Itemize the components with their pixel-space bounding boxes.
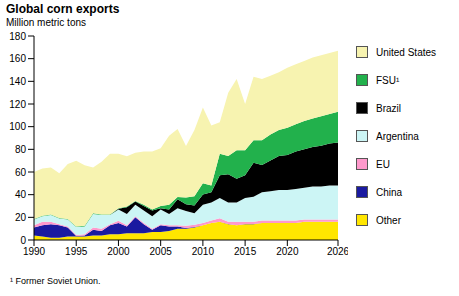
svg-text:2005: 2005 [150,246,173,257]
svg-text:2000: 2000 [107,246,130,257]
svg-text:60: 60 [15,167,27,178]
svg-text:2015: 2015 [234,246,257,257]
html-text:Other: Other [376,214,401,226]
svg-text:80: 80 [15,144,27,155]
html-text:Brazil: Brazil [376,102,401,114]
html-text:United States: United States [376,46,436,58]
svg-text:2020: 2020 [276,246,299,257]
svg-text:40: 40 [15,189,27,200]
html-text:China: China [376,186,403,198]
html-text:Argentina: Argentina [376,130,419,142]
svg-text:100: 100 [9,121,26,132]
svg-text:1990: 1990 [23,246,46,257]
svg-text:20: 20 [15,212,27,223]
svg-text:120: 120 [9,99,26,110]
html-text:¹ Former Soviet Union.: ¹ Former Soviet Union. [10,276,101,286]
svg-text:1995: 1995 [65,246,88,257]
html-text:Million metric tons: Million metric tons [6,17,86,28]
svg-text:0: 0 [20,235,26,246]
html-text:FSU¹: FSU¹ [376,74,400,86]
svg-text:180: 180 [9,31,26,42]
html-text:EU: EU [376,158,390,170]
html-text:Global corn exports: Global corn exports [6,2,120,16]
svg-text:2026: 2026 [327,246,348,257]
svg-text:2010: 2010 [192,246,215,257]
svg-text:140: 140 [9,76,26,87]
svg-text:160: 160 [9,53,26,64]
